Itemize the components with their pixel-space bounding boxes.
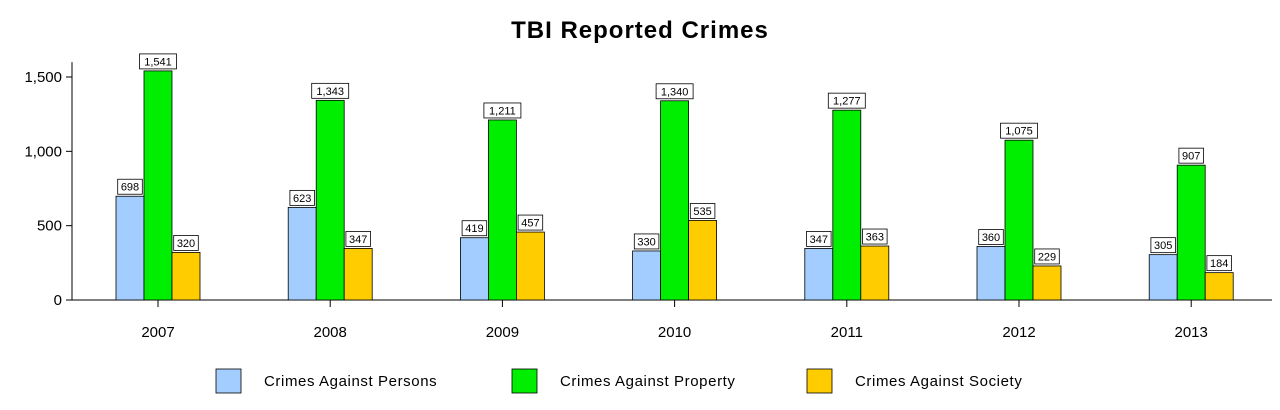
data-label: 1,277 xyxy=(833,96,861,108)
data-label-box xyxy=(1150,237,1176,254)
legend-label: Crimes Against Persons xyxy=(264,373,437,390)
bar xyxy=(1032,265,1062,301)
x-tick-label: 2011 xyxy=(831,324,863,341)
data-label: 907 xyxy=(1182,151,1200,163)
bar xyxy=(459,237,489,301)
bar xyxy=(1176,164,1206,301)
bar xyxy=(171,252,201,301)
x-tick-label: 2010 xyxy=(658,324,691,341)
data-label: 1,211 xyxy=(489,105,516,117)
bar xyxy=(860,245,890,301)
data-label: 1,541 xyxy=(144,56,172,68)
y-tick-label: 1,500 xyxy=(24,69,62,86)
data-label-box xyxy=(461,220,488,237)
bar xyxy=(804,248,834,301)
bar xyxy=(660,100,689,301)
data-label-box xyxy=(633,233,660,250)
data-label-box xyxy=(311,82,350,99)
data-label: 1,075 xyxy=(1005,126,1033,138)
data-label: 347 xyxy=(349,234,367,246)
data-label: 347 xyxy=(810,234,828,246)
data-label: 1,340 xyxy=(661,86,689,98)
legend-swatch xyxy=(806,368,833,394)
data-label-box xyxy=(289,189,315,206)
data-label: 363 xyxy=(866,232,884,244)
bar xyxy=(1204,272,1234,301)
data-label: 320 xyxy=(177,238,195,250)
data-label-box xyxy=(173,235,199,251)
bar xyxy=(115,195,145,301)
bar xyxy=(516,231,545,301)
bar xyxy=(143,70,173,301)
x-tick-label: 2012 xyxy=(1002,324,1035,341)
data-label: 184 xyxy=(1210,258,1228,270)
data-label-box xyxy=(139,53,177,70)
x-tick-label: 2008 xyxy=(314,324,347,341)
legend-swatch xyxy=(215,368,242,394)
data-label-box xyxy=(827,92,866,109)
bar xyxy=(1148,254,1178,301)
legend-label: Crimes Against Property xyxy=(560,373,736,390)
data-label: 419 xyxy=(465,223,483,235)
y-tick-label: 1,000 xyxy=(24,143,62,160)
x-tick-label: 2009 xyxy=(486,324,519,341)
data-label-box xyxy=(978,229,1004,245)
bar xyxy=(1004,139,1034,301)
data-label: 229 xyxy=(1038,251,1056,263)
data-label-box xyxy=(517,214,544,231)
bar xyxy=(832,109,862,301)
data-label-box xyxy=(1000,122,1038,139)
legend-swatch xyxy=(511,368,538,394)
data-label: 360 xyxy=(982,232,1000,244)
data-label-box xyxy=(862,228,888,245)
legend-label: Crimes Against Society xyxy=(855,373,1022,390)
x-tick-label: 2007 xyxy=(141,324,174,341)
data-label-box xyxy=(1206,255,1232,272)
data-label: 1,343 xyxy=(316,86,344,98)
data-label-box xyxy=(345,231,371,247)
data-label: 623 xyxy=(293,193,311,205)
data-label-box xyxy=(483,102,522,119)
chart-title: TBI Reported Crimes xyxy=(511,17,769,44)
plot-area: 0 500 1,000 1,500 2007 698 1,541 320 2008 623 1,34… xyxy=(24,53,1272,341)
bar xyxy=(976,246,1006,301)
data-label: 698 xyxy=(121,182,139,194)
bar xyxy=(632,250,661,301)
bar xyxy=(343,248,373,301)
data-label-box xyxy=(1034,248,1060,265)
bar xyxy=(688,220,717,301)
data-label-box xyxy=(806,231,832,247)
y-tick-label: 500 xyxy=(37,218,62,235)
data-label-box xyxy=(1178,147,1204,164)
data-label-box xyxy=(655,83,694,100)
y-tick-label: 0 xyxy=(54,292,62,309)
data-label: 305 xyxy=(1154,240,1172,252)
data-label-box xyxy=(117,178,143,195)
bar xyxy=(287,206,317,301)
bar xyxy=(315,99,345,301)
data-label-box xyxy=(689,203,716,219)
data-label: 330 xyxy=(637,236,655,248)
bar xyxy=(487,119,517,301)
x-tick-label: 2013 xyxy=(1175,324,1208,341)
data-label: 535 xyxy=(693,206,711,218)
data-label: 457 xyxy=(521,218,539,230)
legend: Crimes Against Persons Crimes Against Pro… xyxy=(215,368,1022,394)
